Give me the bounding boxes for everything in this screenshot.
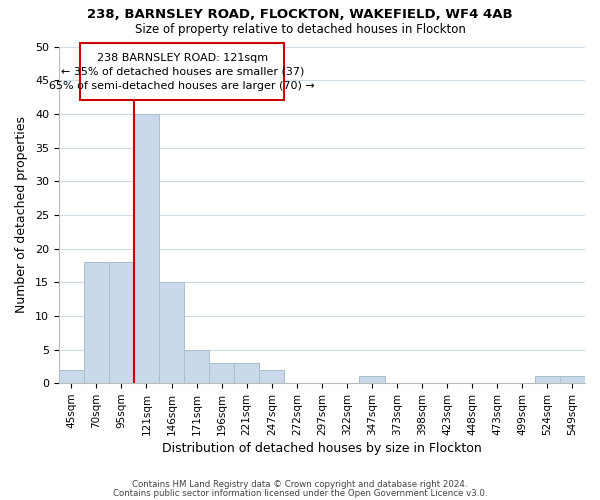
Bar [59, 370, 84, 383]
Y-axis label: Number of detached properties: Number of detached properties [15, 116, 28, 314]
Text: 238 BARNSLEY ROAD: 121sqm
← 35% of detached houses are smaller (37)
65% of semi-: 238 BARNSLEY ROAD: 121sqm ← 35% of detac… [49, 53, 315, 91]
Text: Contains HM Land Registry data © Crown copyright and database right 2024.: Contains HM Land Registry data © Crown c… [132, 480, 468, 489]
Bar [234, 363, 259, 383]
FancyBboxPatch shape [80, 43, 284, 100]
Bar [84, 262, 109, 383]
Text: 238, BARNSLEY ROAD, FLOCKTON, WAKEFIELD, WF4 4AB: 238, BARNSLEY ROAD, FLOCKTON, WAKEFIELD,… [87, 8, 513, 20]
Bar [109, 262, 134, 383]
Bar [184, 350, 209, 383]
Bar [535, 376, 560, 383]
Bar [560, 376, 585, 383]
X-axis label: Distribution of detached houses by size in Flockton: Distribution of detached houses by size … [162, 442, 482, 455]
Bar [134, 114, 159, 383]
Bar [259, 370, 284, 383]
Bar [359, 376, 385, 383]
Bar [159, 282, 184, 383]
Bar [209, 363, 234, 383]
Text: Size of property relative to detached houses in Flockton: Size of property relative to detached ho… [134, 22, 466, 36]
Text: Contains public sector information licensed under the Open Government Licence v3: Contains public sector information licen… [113, 489, 487, 498]
